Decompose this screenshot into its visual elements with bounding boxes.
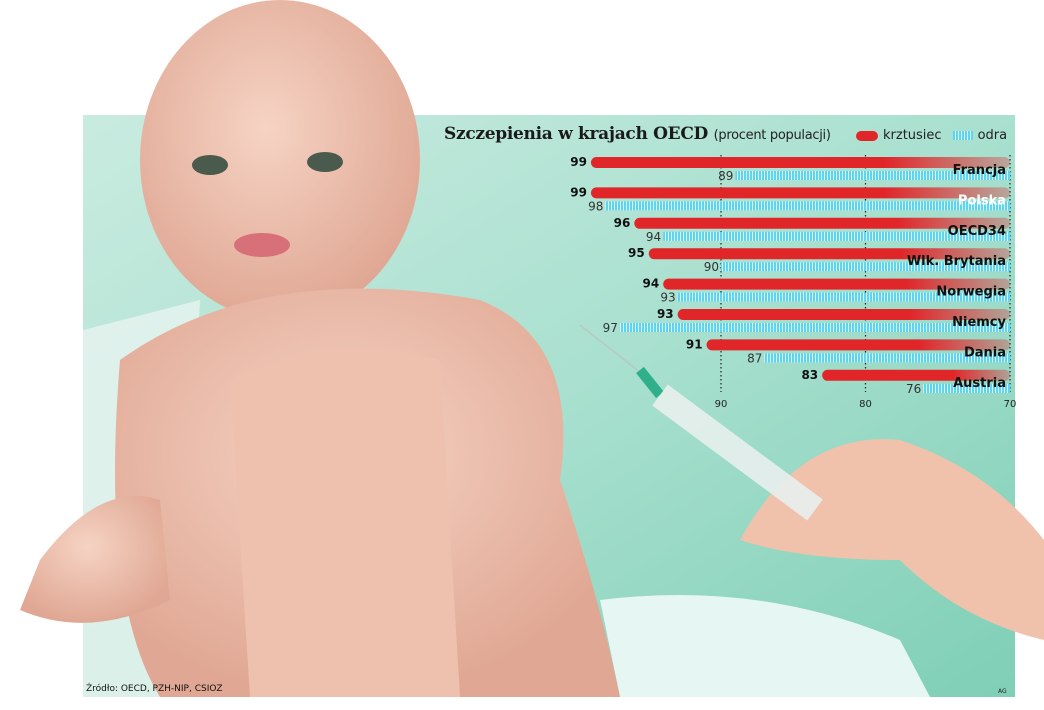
legend-label-krztusiec: krztusiec [883,128,942,143]
bar-odra [619,323,1010,332]
category-label: Austria [953,376,1006,391]
bar-odra [735,171,1010,180]
legend-label-odra: odra [977,128,1008,143]
bar-odra [721,262,1010,272]
x-tick-label: 90 [715,399,728,410]
x-tick-label: 80 [859,399,872,410]
bar-krztusiec [590,157,1010,168]
value-label-odra: 87 [747,351,762,365]
chart-title: Szczepienia w krajach OECD (procent popu… [444,124,831,144]
legend-swatch-krztusiec [856,130,878,141]
bar-odra [677,292,1010,302]
value-label-krztusiec: 83 [801,368,818,382]
value-label-odra: 89 [718,169,733,183]
legend-swatch-odra [952,131,973,140]
value-label-krztusiec: 96 [614,216,631,230]
bar-odra [605,201,1010,211]
bar-odra [764,353,1010,363]
category-label: Polska [958,193,1006,208]
category-label: Norwegia [936,285,1006,300]
value-label-odra: 97 [603,321,618,335]
value-label-odra: 90 [704,260,719,274]
x-tick-label: 70 [1004,399,1017,410]
source-note: Źródło: OECD, PZH-NIP, CSIOZ [86,684,223,694]
bar-krztusiec [663,278,1010,290]
nurse-hand [740,439,1044,640]
syringe [652,384,823,521]
bar-krztusiec [822,369,1010,381]
category-label: Wlk. Brytania [907,254,1006,269]
value-label-odra: 94 [646,230,661,244]
bar-krztusiec [677,309,1010,320]
bar-krztusiec [590,187,1010,199]
chart-subtitle: (procent populacji) [713,128,831,143]
category-label: OECD34 [948,224,1006,239]
value-label-odra: 76 [906,382,921,396]
bar-krztusiec [648,248,1010,260]
bar-krztusiec [706,339,1010,351]
author-credit: AG [998,688,1007,695]
bar-odra [663,231,1010,241]
category-label: Niemcy [952,315,1006,330]
bar-odra [923,383,1010,393]
bar-krztusiec [634,217,1010,229]
value-label-krztusiec: 99 [570,185,587,199]
baby-head [140,0,420,320]
value-label-odra: 98 [588,199,603,213]
value-label-krztusiec: 95 [628,246,645,260]
value-label-krztusiec: 91 [686,337,703,351]
value-label-krztusiec: 93 [657,307,674,321]
legend: krztusiec odra [856,128,1007,143]
category-label: Dania [964,345,1006,360]
value-label-odra: 93 [660,291,675,305]
category-label: Francja [953,163,1006,178]
value-label-krztusiec: 94 [642,277,659,291]
value-label-krztusiec: 99 [570,155,587,169]
